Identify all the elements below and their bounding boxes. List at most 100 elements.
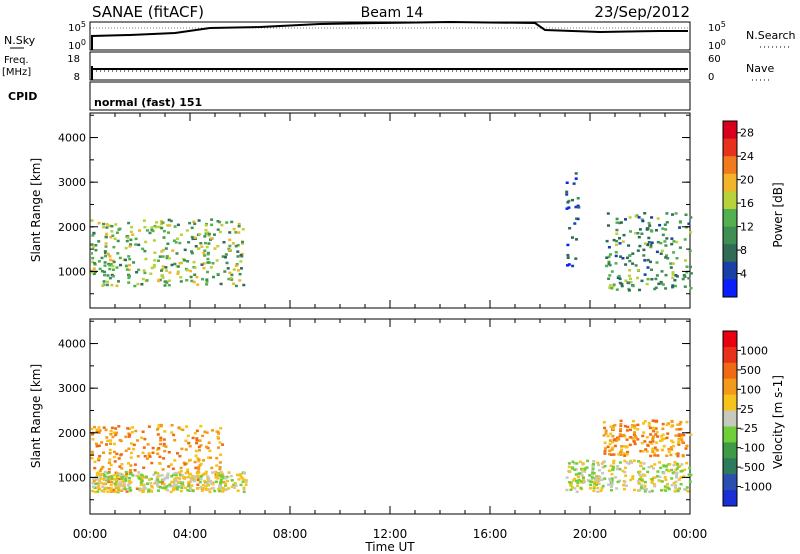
echo-cell: [634, 435, 638, 438]
echo-cell: [241, 228, 245, 231]
echo-cell: [629, 230, 632, 233]
echo-cell: [244, 483, 248, 486]
echo-cell: [638, 470, 642, 473]
echo-cell: [216, 437, 220, 440]
echo-cell: [638, 244, 642, 248]
echo-cell: [661, 427, 665, 431]
echo-cell: [582, 480, 586, 483]
echo-cell: [199, 485, 203, 489]
echo-cell: [192, 477, 196, 481]
echo-cell: [677, 434, 681, 438]
echo-cell: [674, 468, 678, 472]
echo-cell: [236, 269, 240, 272]
echo-cell: [91, 481, 95, 485]
echo-cell: [101, 465, 105, 469]
echo-cell: [113, 482, 117, 485]
echo-cell: [628, 443, 632, 447]
echo-cell: [160, 482, 164, 485]
echo-cell: [90, 243, 94, 246]
echo-cell: [105, 443, 108, 446]
echo-cell: [685, 444, 689, 448]
echo-cell: [658, 223, 662, 227]
echo-cell: [150, 490, 154, 493]
echo-cell: [238, 279, 242, 282]
echo-cell: [610, 477, 614, 480]
echo-cell: [163, 449, 167, 453]
echo-cell: [128, 486, 132, 490]
echo-cell: [571, 264, 575, 268]
echo-cell: [611, 468, 615, 472]
echo-cell: [621, 469, 625, 473]
echo-cell: [588, 487, 592, 490]
echo-cell: [575, 462, 579, 465]
echo-cell: [574, 172, 578, 175]
echo-cell: [573, 487, 577, 490]
echo-cell: [151, 229, 155, 233]
echo-cell: [111, 264, 115, 268]
echo-cell: [610, 287, 614, 290]
echo-cell: [234, 264, 238, 267]
y-tick-label: 4000: [58, 338, 86, 351]
echo-cell: [593, 482, 596, 485]
echo-cell: [172, 239, 176, 242]
y-tick-label: 2000: [58, 427, 86, 440]
echo-cell: [600, 462, 604, 465]
echo-cell: [168, 483, 172, 486]
echo-cell: [221, 489, 225, 493]
echo-cell: [154, 225, 158, 229]
echo-cell: [200, 263, 204, 266]
echo-cell: [122, 484, 126, 488]
echo-cell: [126, 427, 130, 430]
echo-cell: [205, 445, 208, 449]
echo-cell: [665, 423, 669, 427]
echo-cell: [157, 225, 161, 229]
echo-cell: [109, 429, 113, 433]
echo-cell: [188, 221, 192, 225]
echo-cell: [162, 482, 166, 486]
echo-cell: [221, 255, 225, 258]
echo-cell: [600, 478, 604, 481]
echo-cell: [682, 475, 686, 478]
echo-cell: [159, 436, 163, 440]
echo-cell: [638, 473, 642, 476]
echo-cell: [676, 452, 680, 455]
echo-cell: [207, 479, 210, 482]
echo-cell: [565, 476, 569, 479]
echo-cell: [236, 255, 240, 258]
echo-cell: [652, 467, 655, 470]
echo-cell: [125, 490, 129, 493]
echo-cell: [638, 488, 642, 492]
echo-cell: [663, 476, 667, 479]
echo-cell: [100, 441, 104, 444]
echo-cell: [110, 230, 114, 233]
echo-cell: [119, 263, 122, 267]
echo-cell: [167, 451, 171, 454]
echo-cell: [675, 240, 679, 244]
echo-cell: [190, 235, 194, 239]
echo-cell: [129, 489, 133, 492]
echo-cell: [129, 243, 133, 246]
freq-strip: Freq. [MHz] 18 8 60 0 Nave: [2, 51, 774, 83]
echo-cell: [128, 263, 132, 267]
echo-cell: [636, 423, 640, 427]
echo-cell: [212, 275, 215, 279]
echo-cell: [651, 440, 655, 443]
echo-cell: [237, 231, 241, 234]
date-label: 23/Sep/2012: [594, 3, 690, 21]
echo-cell: [98, 475, 102, 478]
echo-cell: [608, 439, 612, 442]
echo-cell: [590, 476, 594, 479]
echo-cell: [672, 251, 676, 254]
echo-cell: [180, 447, 184, 451]
echo-cell: [614, 476, 618, 479]
echo-cell: [623, 466, 627, 470]
echo-cell: [159, 442, 162, 446]
echo-cell: [172, 433, 176, 437]
echo-cell: [623, 424, 627, 428]
nsky-tick-top: 105: [68, 20, 86, 34]
echo-cell: [129, 238, 133, 242]
echo-cell: [689, 286, 693, 290]
echo-cell: [110, 426, 114, 430]
echo-cell: [230, 485, 234, 489]
echo-cell: [224, 253, 228, 256]
